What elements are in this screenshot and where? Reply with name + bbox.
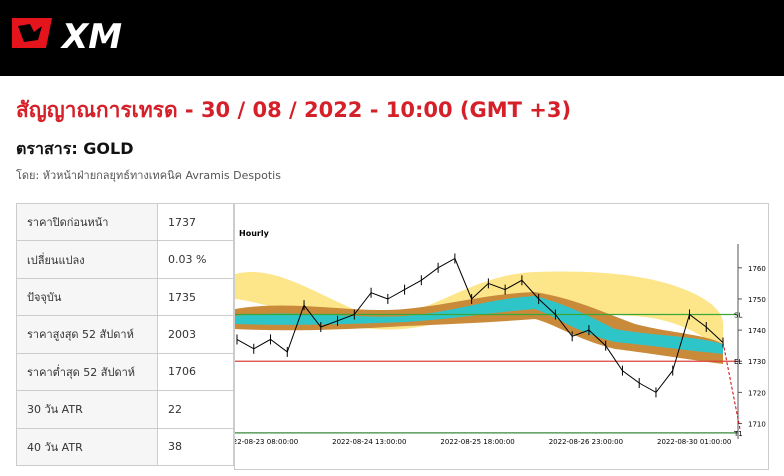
y-tick-label: 1740 xyxy=(748,327,766,335)
table-row: ราคาสูงสุด 52 สัปดาห์ 2003 xyxy=(16,315,234,354)
x-tick-label: 2022-08-25 18:00:00 xyxy=(440,438,514,446)
table-row: เปลี่ยนแปลง 0.03 % xyxy=(16,240,234,279)
table-row: 40 วัน ATR 38 xyxy=(16,427,234,467)
row-value: 1737 xyxy=(157,202,234,242)
row-label: เปลี่ยนแปลง xyxy=(16,240,158,279)
row-label: ราคาต่ำสุด 52 สัปดาห์ xyxy=(16,352,158,392)
x-tick-label: 2022-08-23 08:00:00 xyxy=(234,438,298,446)
row-value: 22 xyxy=(157,390,234,429)
y-tick-label: 1750 xyxy=(748,296,766,304)
row-label: ปัจจุบัน xyxy=(16,277,158,317)
author: โดย: หัวหน้าฝ่ายกลยุทธ์ทางเทคนิค Avramis… xyxy=(16,169,281,182)
y-tick-label: 1760 xyxy=(748,265,766,273)
indicator-bands xyxy=(235,271,723,364)
x-tick-label: 2022-08-26 23:00:00 xyxy=(549,438,623,446)
x-tick-label: 2022-08-30 01:00:00 xyxy=(657,438,731,446)
table-row: 30 วัน ATR 22 xyxy=(16,390,234,429)
row-label: 40 วัน ATR xyxy=(16,427,158,467)
row-value: 1706 xyxy=(157,352,234,392)
table-row: ปัจจุบัน 1735 xyxy=(16,277,234,317)
x-tick-label: 2022-08-24 13:00:00 xyxy=(332,438,406,446)
header: XM xyxy=(0,0,784,76)
level-label: T1 xyxy=(733,430,743,438)
price-line xyxy=(236,257,724,394)
stats-table: ราคาปิดก่อนหน้า 1737 เปลี่ยนแปลง 0.03 % ปัจจ… xyxy=(16,202,234,467)
logo-bull xyxy=(18,24,42,42)
band xyxy=(235,271,723,354)
row-value: 0.03 % xyxy=(157,240,234,279)
page-title: สัญญาณการเทรด - 30 / 08 / 2022 - 10:00 (… xyxy=(16,98,572,122)
level-label: SL xyxy=(734,312,742,320)
row-label: 30 วัน ATR xyxy=(16,390,158,429)
chart-title: Hourly xyxy=(239,229,270,238)
table-row: ราคาปิดก่อนหน้า 1737 xyxy=(16,202,234,242)
chart: Hourly 1710 1720 1730 1740 1750 1760 2022-08-23… xyxy=(234,203,769,470)
instrument: ตราสาร: GOLD xyxy=(16,139,134,158)
row-label: ราคาสูงสุด 52 สัปดาห์ xyxy=(16,315,158,354)
row-value: 2003 xyxy=(157,315,234,354)
y-tick-label: 1710 xyxy=(748,421,766,429)
row-value: 38 xyxy=(157,427,234,467)
table-row: ราคาต่ำสุด 52 สัปดาห์ 1706 xyxy=(16,352,234,392)
band xyxy=(235,292,723,364)
row-value: 1735 xyxy=(157,277,234,317)
logo: XM xyxy=(12,17,122,57)
logo-text: XM xyxy=(60,17,122,57)
band xyxy=(235,296,723,354)
y-tick-label: 1720 xyxy=(748,389,766,397)
level-label: EL xyxy=(734,358,742,366)
row-label: ราคาปิดก่อนหน้า xyxy=(16,202,158,242)
y-tick-label: 1730 xyxy=(748,358,766,366)
target-arrow xyxy=(722,342,741,429)
